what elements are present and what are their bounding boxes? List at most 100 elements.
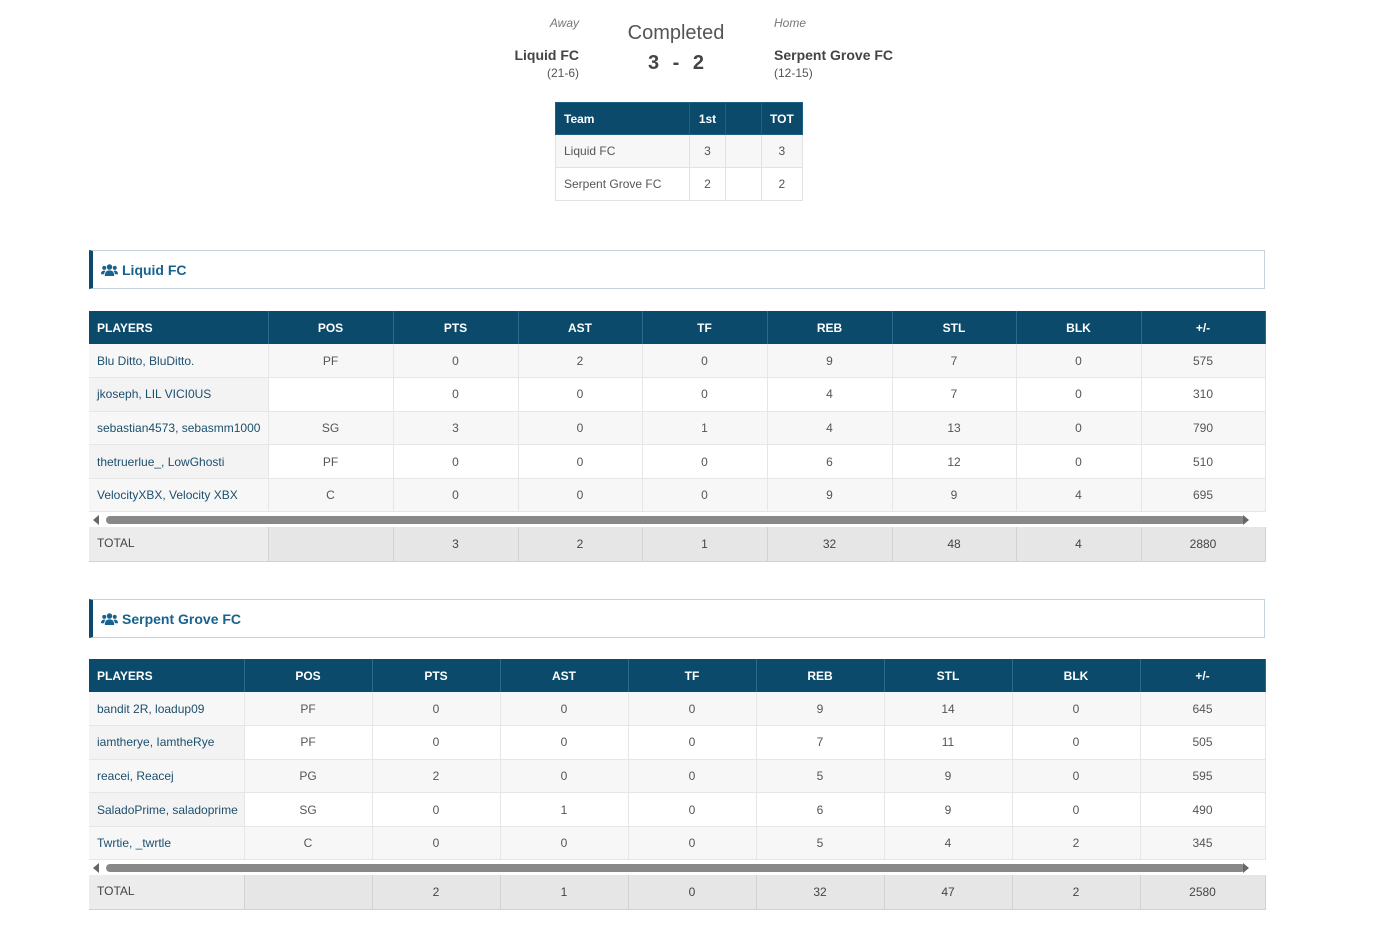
player-pos: SG <box>244 792 373 827</box>
player-stl: 13 <box>892 411 1017 446</box>
player-name-link[interactable]: Blu Ditto, BluDitto. <box>89 344 269 379</box>
away-team-name[interactable]: Liquid FC <box>514 47 579 63</box>
total-label: TOTAL <box>89 527 269 562</box>
col-stl[interactable]: STL <box>884 659 1013 692</box>
col-ast[interactable]: AST <box>500 659 629 692</box>
player-row: sebastian4573, sebasmm1000 SG 3 0 1 4 13… <box>89 411 1266 446</box>
player-name-link[interactable]: iamtherye, IamtheRye <box>89 725 245 760</box>
period-team: Serpent Grove FC <box>555 167 690 201</box>
player-reb: 9 <box>756 692 885 727</box>
player-plus-minus: 345 <box>1140 826 1266 861</box>
player-ast: 2 <box>518 344 643 379</box>
scroll-thumb[interactable] <box>106 516 1245 525</box>
player-ast: 0 <box>518 411 643 446</box>
total-tf: 1 <box>642 527 768 562</box>
col-players[interactable]: PLAYERS <box>89 311 269 344</box>
player-stl: 9 <box>884 792 1013 827</box>
player-ast: 0 <box>500 826 629 861</box>
total-stl: 47 <box>884 875 1013 910</box>
player-reb: 6 <box>756 792 885 827</box>
period-team: Liquid FC <box>555 134 690 168</box>
player-pos: PF <box>244 692 373 727</box>
col-pos[interactable]: POS <box>244 659 373 692</box>
player-row: Blu Ditto, BluDitto. PF 0 2 0 9 7 0 575 <box>89 344 1266 379</box>
player-pos <box>268 377 394 412</box>
player-reb: 7 <box>756 725 885 760</box>
player-ast: 0 <box>500 759 629 794</box>
scoreboard: Away Liquid FC (21-6) Completed 3 - 2 Ho… <box>0 0 1381 100</box>
home-team-name[interactable]: Serpent Grove FC <box>774 47 894 63</box>
away-score: 3 <box>647 52 660 74</box>
player-name-link[interactable]: bandit 2R, loadup09 <box>89 692 245 727</box>
total-ast: 2 <box>518 527 643 562</box>
player-row: reacei, Reacej PG 2 0 0 5 9 0 595 <box>89 759 1266 794</box>
player-name-link[interactable]: SaladoPrime, saladoprime <box>89 792 245 827</box>
col-reb[interactable]: REB <box>767 311 893 344</box>
player-name-link[interactable]: Twrtie, _twrtle <box>89 826 245 861</box>
player-tf: 0 <box>628 759 757 794</box>
team-title: Serpent Grove FC <box>122 610 242 627</box>
col-pos[interactable]: POS <box>268 311 394 344</box>
player-ast: 0 <box>500 692 629 727</box>
player-blk: 0 <box>1012 759 1141 794</box>
col-tf[interactable]: TF <box>628 659 757 692</box>
period-blank <box>725 134 762 168</box>
period-score-table: Team 1st TOT Liquid FC 3 3 Serpent Grove… <box>555 102 803 201</box>
scroll-right-icon[interactable] <box>1243 515 1249 526</box>
score-separator: - <box>672 52 680 74</box>
player-blk: 0 <box>1016 411 1142 446</box>
player-ast: 0 <box>518 478 643 513</box>
col-players[interactable]: PLAYERS <box>89 659 245 692</box>
col-reb[interactable]: REB <box>756 659 885 692</box>
player-pts: 0 <box>372 725 501 760</box>
player-pos: PG <box>244 759 373 794</box>
player-plus-minus: 575 <box>1141 344 1266 379</box>
total-tf: 0 <box>628 875 757 910</box>
period-row: Liquid FC 3 3 <box>555 134 803 168</box>
period-header-team: Team <box>555 102 690 135</box>
player-plus-minus: 645 <box>1140 692 1266 727</box>
period-row: Serpent Grove FC 2 2 <box>555 167 803 201</box>
total-stl: 48 <box>892 527 1017 562</box>
player-name-link[interactable]: jkoseph, LIL VICI0US <box>89 377 269 412</box>
player-name-link[interactable]: thetruerlue_, LowGhosti <box>89 444 269 479</box>
player-name-link[interactable]: reacei, Reacej <box>89 759 245 794</box>
player-tf: 0 <box>628 692 757 727</box>
player-pts: 0 <box>393 444 519 479</box>
game-status: Completed <box>627 22 725 44</box>
col-blk[interactable]: BLK <box>1016 311 1142 344</box>
col-ast[interactable]: AST <box>518 311 643 344</box>
player-stl: 12 <box>892 444 1017 479</box>
player-pos: C <box>268 478 394 513</box>
scroll-left-icon[interactable] <box>93 863 99 874</box>
period-q1: 2 <box>689 167 726 201</box>
horizontal-scrollbar[interactable] <box>89 860 1265 876</box>
col-pts[interactable]: PTS <box>372 659 501 692</box>
player-stl: 7 <box>892 377 1017 412</box>
total-pos <box>244 875 373 910</box>
col-blk[interactable]: BLK <box>1012 659 1141 692</box>
player-pts: 0 <box>372 792 501 827</box>
col-plus-minus[interactable]: +/- <box>1140 659 1266 692</box>
col-stl[interactable]: STL <box>892 311 1017 344</box>
player-tf: 1 <box>642 411 768 446</box>
scroll-left-icon[interactable] <box>93 515 99 526</box>
totals-table: TOTAL 3 2 1 32 48 4 2880 <box>89 527 1266 562</box>
totals-row: TOTAL 3 2 1 32 48 4 2880 <box>89 527 1266 562</box>
total-blk: 2 <box>1012 875 1141 910</box>
player-pos: PF <box>268 444 394 479</box>
col-tf[interactable]: TF <box>642 311 768 344</box>
total-reb: 32 <box>767 527 893 562</box>
period-tot: 2 <box>761 167 803 201</box>
player-ast: 0 <box>518 444 643 479</box>
scroll-thumb[interactable] <box>106 864 1245 873</box>
player-name-link[interactable]: VelocityXBX, Velocity XBX <box>89 478 269 513</box>
col-pts[interactable]: PTS <box>393 311 519 344</box>
col-plus-minus[interactable]: +/- <box>1141 311 1266 344</box>
player-stl: 4 <box>884 826 1013 861</box>
player-name-link[interactable]: sebastian4573, sebasmm1000 <box>89 411 269 446</box>
player-pos: C <box>244 826 373 861</box>
horizontal-scrollbar[interactable] <box>89 512 1265 528</box>
scroll-right-icon[interactable] <box>1243 863 1249 874</box>
player-plus-minus: 510 <box>1141 444 1266 479</box>
